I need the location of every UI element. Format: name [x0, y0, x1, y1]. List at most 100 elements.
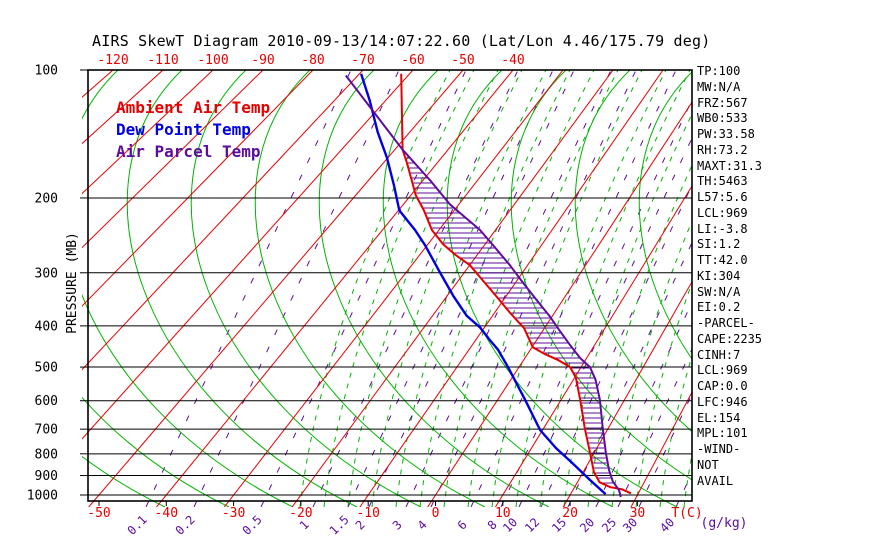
pressure-tick-label: 400	[35, 319, 58, 334]
bottom-temp-tick-label: -20	[289, 506, 312, 521]
top-temp-tick-label: -60	[401, 53, 424, 68]
moist-adiabat-line	[467, 70, 619, 507]
mixing-ratio-line	[638, 392, 692, 507]
legend-dew-point-temp: Dew Point Temp	[116, 120, 251, 139]
mixing-ratio-tick-label: 20	[577, 515, 597, 535]
bottom-temp-tick-label: 20	[562, 506, 578, 521]
ambient-temp-curve	[400, 73, 632, 495]
dry-adiabat-line	[318, 70, 550, 507]
pressure-tick-label: 700	[35, 423, 58, 438]
pressure-tick-label: 100	[35, 64, 58, 79]
pressure-axis-label: PRESSURE (MB)	[65, 232, 80, 334]
isotherm-line	[82, 70, 364, 371]
mixing-ratio-line	[518, 137, 692, 507]
pressure-tick-label: 300	[35, 266, 58, 281]
moist-adiabat-line	[347, 70, 499, 507]
moist-adiabat-line	[852, 70, 870, 507]
top-temp-tick-label: -70	[351, 53, 374, 68]
mixing-ratio-line	[347, 70, 554, 507]
top-temp-tick-label: -40	[501, 53, 524, 68]
isotherm-line	[82, 70, 114, 98]
mixing-ratio-tick-label: 4	[415, 518, 430, 533]
dry-adiabat-line	[446, 70, 678, 507]
stat-line: SW:N/A	[697, 284, 741, 299]
mixing-unit-label: (g/kg)	[701, 516, 748, 531]
stat-line: MPL:101	[697, 426, 748, 441]
isotherm-line	[291, 70, 614, 507]
mixing-ratio-line	[368, 70, 575, 507]
dew-point-curve	[359, 73, 607, 495]
stat-line: FRZ:567	[697, 95, 748, 110]
stat-line: MAXT:31.3	[697, 158, 763, 173]
moist-adiabat-line	[804, 70, 870, 507]
dry-adiabat-line	[126, 70, 358, 507]
stat-line: RH:73.2	[697, 142, 748, 157]
chart-title: AIRS SkewT Diagram 2010-09-13/14:07:22.6…	[92, 32, 711, 50]
pressure-tick-label: 200	[35, 191, 58, 206]
mixing-ratio-line	[145, 70, 352, 507]
isotherm-line	[156, 70, 514, 507]
top-temp-axis: -120 -110 -100 -90 -80 -70 -60 -50 -40	[97, 53, 524, 68]
mixing-ratio-line	[500, 98, 692, 507]
stat-line: SI:1.2	[697, 237, 741, 252]
stat-line: LI:-3.8	[697, 221, 748, 236]
stat-line: TP:100	[697, 64, 741, 78]
mixing-ratio-tick-label: 0.1	[125, 513, 150, 538]
top-temp-tick-label: -90	[251, 53, 274, 68]
stat-line: LFC:946	[697, 394, 748, 409]
top-temp-tick-label: -100	[197, 53, 228, 68]
pressure-tick-label: 600	[35, 394, 58, 409]
isotherm-lines	[0, 70, 692, 507]
dry-adiabat-line	[638, 71, 692, 360]
moist-adiabat-line	[780, 70, 870, 507]
plot-frame	[87, 69, 693, 502]
dry-adiabat-line	[82, 396, 230, 507]
stat-line: L57:5.6	[697, 190, 748, 204]
moist-adiabat-line	[828, 70, 870, 507]
mixing-ratio-line	[193, 70, 400, 507]
stat-line: MW:N/A	[697, 79, 741, 94]
stat-line: EL:154	[697, 410, 741, 425]
mixing-ratio-line	[260, 70, 467, 507]
mixing-ratio-line	[567, 241, 692, 507]
moist-adiabat-line	[563, 112, 692, 507]
stats-panel: TP:100 MW:N/A FRZ:567 WB0:533 PW:33.58 RH:73.…	[697, 64, 762, 489]
top-temp-tick-label: -50	[451, 53, 474, 68]
stat-line: PW:33.58	[697, 127, 755, 141]
isotherm-line	[82, 70, 314, 307]
background-grid	[0, 70, 870, 507]
stat-line: LCL:969	[697, 205, 748, 220]
cape-hatch-area	[406, 157, 613, 484]
stat-line: WB0:533	[697, 111, 748, 126]
top-temp-tick-label: -120	[97, 53, 128, 68]
isotherm-line	[82, 70, 264, 249]
moist-adiabat-line	[756, 70, 870, 507]
mixing-ratio-tick-label: 1.5	[327, 513, 352, 538]
moist-adiabat-line	[419, 70, 571, 507]
moist-adiabat-line	[443, 70, 595, 507]
pressure-tick-label: 1000	[27, 489, 58, 504]
stat-line: CINH:7	[697, 347, 741, 362]
top-temp-tick-label: -80	[301, 53, 324, 68]
mixing-ratio-line	[540, 183, 692, 507]
temp-unit-label: T(C)	[671, 506, 702, 521]
stat-line: EI:0.2	[697, 300, 741, 315]
parcel-temp-curve	[345, 74, 622, 498]
mixing-ratio-tick-label: 12	[522, 515, 542, 535]
isotherm-line	[0, 70, 13, 507]
mixing-ratio-line	[312, 70, 519, 507]
moist-adiabat-line	[491, 70, 643, 507]
isotherm-line	[88, 70, 464, 507]
isotherm-line	[223, 70, 564, 507]
stat-line: NOT	[697, 457, 719, 472]
moist-adiabat-line	[539, 70, 691, 507]
stat-line: TH:5463	[697, 174, 748, 189]
isotherm-line	[427, 101, 692, 507]
bottom-temp-tick-label: -30	[222, 506, 245, 521]
dry-adiabat-line	[767, 70, 870, 507]
pressure-tick-label: 900	[35, 469, 58, 484]
stat-line: CAP:0.0	[697, 379, 748, 393]
stat-line: KI:304	[697, 268, 741, 283]
